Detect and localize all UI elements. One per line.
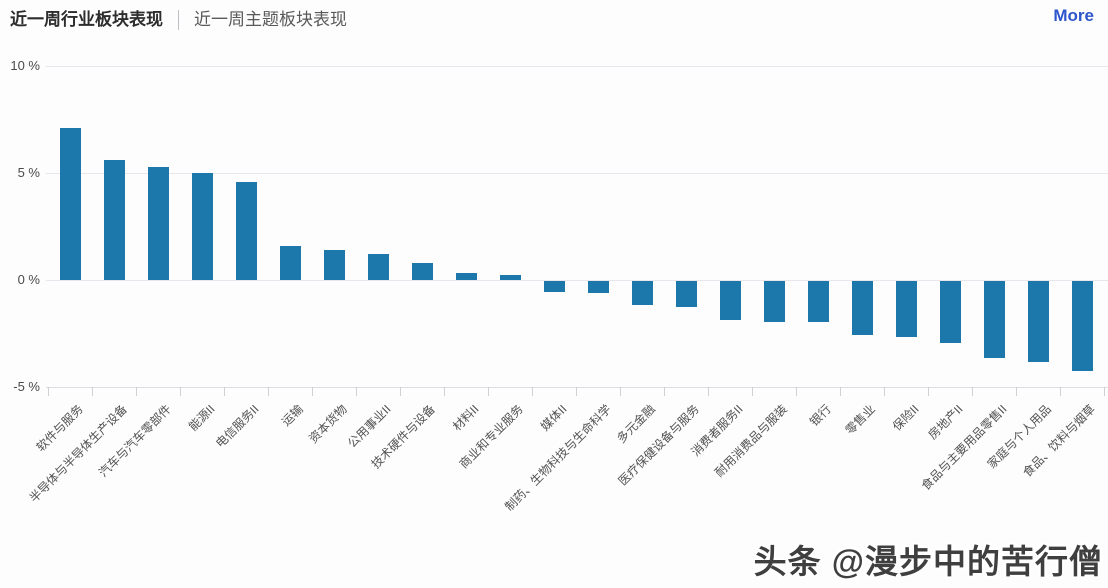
x-axis-tick <box>1104 387 1105 396</box>
x-axis-tick <box>356 387 357 396</box>
bar <box>104 160 125 280</box>
x-axis-tick <box>136 387 137 396</box>
x-axis-tick <box>1060 387 1061 396</box>
bar <box>368 254 389 280</box>
bar <box>324 250 345 280</box>
tab-divider-line <box>178 10 179 30</box>
x-axis-label: 银行 <box>807 402 834 429</box>
bar <box>456 273 477 280</box>
x-axis-tick <box>620 387 621 396</box>
x-axis-tick <box>312 387 313 396</box>
x-axis-label: 运输 <box>279 402 306 429</box>
x-axis-label: 资本货物 <box>306 402 350 446</box>
x-axis-label: 材料II <box>450 402 482 434</box>
bar <box>412 263 433 280</box>
x-axis-tick <box>180 387 181 396</box>
bar <box>500 275 521 280</box>
x-axis-tick <box>92 387 93 396</box>
x-axis-label: 多元金融 <box>614 402 658 446</box>
x-axis-tick <box>928 387 929 396</box>
watermark: 头条 @漫步中的苦行僧 <box>753 543 1103 580</box>
x-axis-tick <box>532 387 533 396</box>
bar <box>236 182 257 280</box>
x-axis-label: 食品与主要用品零售II <box>918 402 1010 493</box>
x-axis-tick <box>48 387 49 396</box>
x-axis-label: 能源II <box>186 402 218 434</box>
x-axis-tick <box>576 387 577 396</box>
bar <box>192 173 213 280</box>
x-axis-tick <box>488 387 489 396</box>
x-axis-tick <box>752 387 753 396</box>
gridline <box>46 66 1108 67</box>
x-axis-tick <box>1016 387 1017 396</box>
y-axis-label: 5 % <box>17 165 40 180</box>
x-axis-label: 电信服务II <box>213 402 262 451</box>
panel-header: 近一周行业板块表现 近一周主题板块表现 More <box>0 0 1108 42</box>
x-axis-tick <box>972 387 973 396</box>
bar <box>544 281 565 292</box>
x-axis-tick <box>268 387 269 396</box>
x-axis-tick <box>708 387 709 396</box>
bar <box>808 281 829 322</box>
y-axis-label: -5 % <box>13 379 40 394</box>
x-axis-tick <box>840 387 841 396</box>
bar <box>280 246 301 280</box>
bar <box>940 281 961 343</box>
bar <box>852 281 873 335</box>
bar <box>1028 281 1049 362</box>
bar <box>764 281 785 322</box>
gridline <box>46 173 1108 174</box>
x-axis-tick <box>444 387 445 396</box>
x-axis-label: 医疗保健设备与服务 <box>615 402 702 489</box>
x-axis-label: 媒体II <box>538 402 570 434</box>
gridline <box>46 387 1108 388</box>
x-axis-label: 零售业 <box>842 402 878 438</box>
bar <box>720 281 741 320</box>
y-axis-label: 10 % <box>10 58 40 73</box>
x-axis-tick <box>796 387 797 396</box>
bar <box>588 281 609 293</box>
y-axis-label: 0 % <box>17 272 40 287</box>
bar <box>896 281 917 337</box>
tab-bar: 近一周行业板块表现 近一周主题板块表现 <box>10 8 1096 32</box>
gridline <box>46 280 1108 281</box>
x-axis-label: 房地产II <box>925 402 966 443</box>
bar <box>984 281 1005 358</box>
tab-industry-sector-performance[interactable]: 近一周行业板块表现 <box>10 10 163 29</box>
more-link[interactable]: More <box>1053 6 1094 25</box>
bar <box>632 281 653 305</box>
tab-theme-sector-performance[interactable]: 近一周主题板块表现 <box>194 10 347 29</box>
bar <box>148 167 169 280</box>
x-axis-tick <box>884 387 885 396</box>
bar <box>60 128 81 280</box>
x-axis-tick <box>224 387 225 396</box>
bar <box>676 281 697 307</box>
x-axis-tick <box>400 387 401 396</box>
x-axis-tick <box>664 387 665 396</box>
x-axis-label: 保险II <box>890 402 922 434</box>
bar <box>1072 281 1093 371</box>
